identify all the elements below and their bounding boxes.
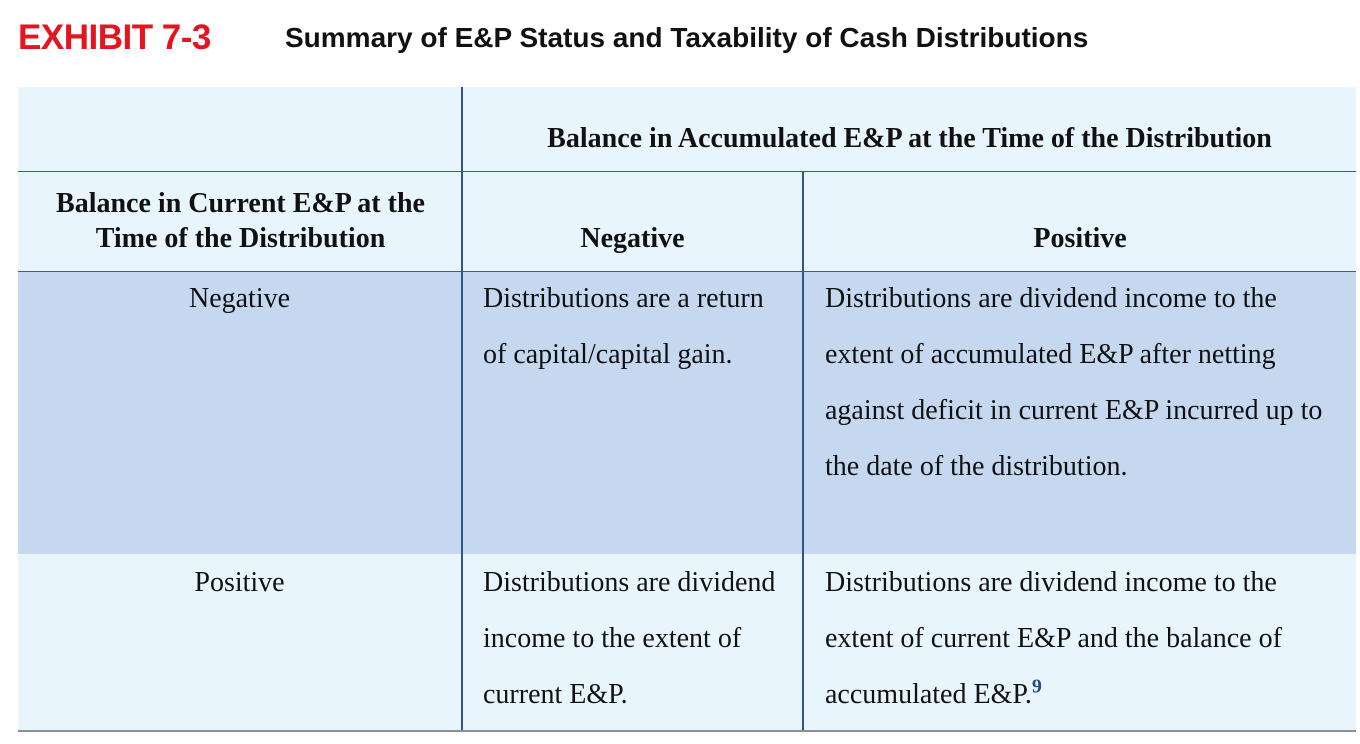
current-ep-header: Balance in Current E&P at the Time of th… [56,188,425,254]
exhibit-title: Summary of E&P Status and Taxability of … [285,22,1089,53]
cell-positive-positive: Distributions are dividend income to the… [825,555,1335,723]
row-label-negative: Negative [188,283,291,314]
column-divider-label [461,87,463,730]
cell-negative-negative: Distributions are a return of capital/ca… [483,283,764,370]
column-header-negative: Negative [580,223,685,254]
footnote-marker: 9 [1031,675,1042,698]
negative-row-band [18,271,1356,554]
cell-negative-positive: Distributions are dividend income to the… [825,283,1323,482]
row-label-positive: Positive [194,567,285,598]
header-divider [18,171,1356,172]
distribution-table: Balance in Accumulated E&P at the Time o… [18,87,1356,732]
column-header-divider [18,271,1356,272]
exhibit-label: EXHIBIT 7-3 [18,18,211,57]
cell-positive-positive-text: Distributions are dividend income to the… [825,567,1282,710]
exhibit-header: EXHIBIT 7-3 Summary of E&P Status and Ta… [18,14,1088,62]
column-divider-accumulated [802,171,804,730]
column-header-positive: Positive [1033,223,1127,254]
cell-positive-negative: Distributions are dividend income to the… [483,567,776,710]
accumulated-ep-header: Balance in Accumulated E&P at the Time o… [547,123,1272,154]
